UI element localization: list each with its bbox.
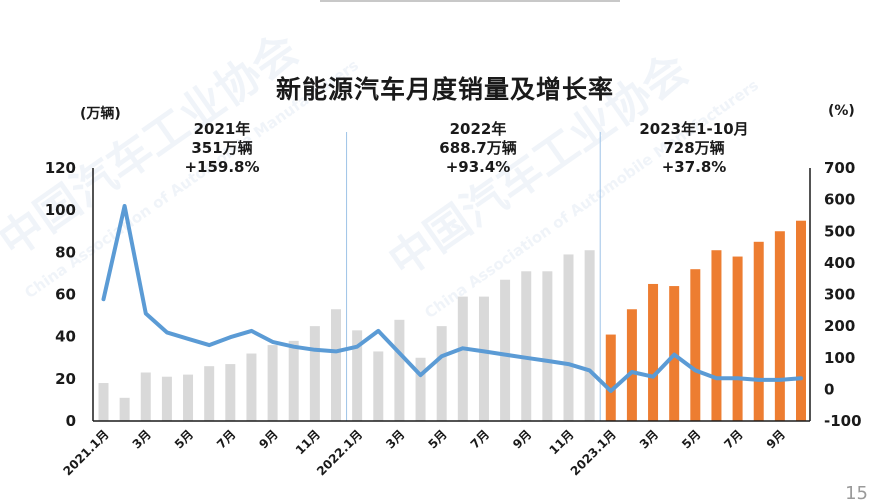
left-tick-label: 0 <box>66 412 76 430</box>
left-tick-label: 60 <box>55 286 76 304</box>
sales-bar <box>246 353 257 421</box>
sales-bar <box>183 374 194 421</box>
axes <box>92 168 811 422</box>
summary-year: 2023年1-10月 <box>639 120 749 138</box>
x-tick-label: 7月 <box>214 427 238 451</box>
sales-bar <box>140 372 151 421</box>
sales-bar <box>415 357 426 421</box>
sales-bar <box>373 351 384 421</box>
right-tick-label: 400 <box>824 254 855 272</box>
right-axis-unit: (%) <box>828 103 855 119</box>
x-tick-label: 3月 <box>383 427 407 451</box>
summary-volume: 688.7万辆 <box>439 139 517 157</box>
summary-2022: 2022年 688.7万辆 +93.4% <box>388 120 568 177</box>
sales-bar <box>732 256 743 421</box>
summary-volume: 351万辆 <box>191 139 253 157</box>
sales-bar <box>98 383 109 421</box>
sales-bar <box>753 241 764 421</box>
sales-bar <box>690 269 701 421</box>
x-tick-label: 5月 <box>172 427 196 451</box>
x-tick-label: 2021.1月 <box>60 427 111 478</box>
summary-growth: +159.8% <box>184 158 260 176</box>
left-axis-unit: (万辆) <box>80 106 121 122</box>
x-tick-label: 2023.1月 <box>568 427 619 478</box>
summary-2021: 2021年 351万辆 +159.8% <box>132 120 312 177</box>
summary-volume: 728万辆 <box>663 139 725 157</box>
x-tick-label: 7月 <box>721 427 745 451</box>
sales-bar <box>563 254 574 421</box>
x-tick-label: 7月 <box>468 427 492 451</box>
x-tick-label: 5月 <box>426 427 450 451</box>
x-tick-label: 3月 <box>130 427 154 451</box>
sales-bar <box>605 334 616 421</box>
right-axis-ticks: -100 0 100 200 300 400 500 600 700 <box>824 159 862 430</box>
sales-bar <box>521 271 532 421</box>
sales-bar <box>648 283 659 421</box>
summary-growth: +37.8% <box>661 158 727 176</box>
summary-year: 2022年 <box>449 120 507 138</box>
left-tick-label: 120 <box>45 159 76 177</box>
sales-bar <box>711 250 722 421</box>
growth-line <box>101 204 803 393</box>
sales-bar <box>478 296 489 421</box>
sales-bar <box>331 309 341 421</box>
sales-bar <box>204 366 215 421</box>
top-cropped-strip <box>320 0 620 2</box>
left-tick-label: 80 <box>55 243 76 261</box>
x-tick-label: 9月 <box>256 427 280 451</box>
x-tick-label: 9月 <box>764 427 788 451</box>
sales-bar <box>394 319 405 421</box>
sales-bar <box>457 296 468 421</box>
x-tick-label: 9月 <box>510 427 534 451</box>
summary-2023: 2023年1-10月 728万辆 +37.8% <box>604 120 784 177</box>
right-tick-label: 600 <box>824 191 855 209</box>
sales-bar <box>626 309 637 421</box>
summary-year: 2021年 <box>193 120 251 138</box>
x-tick-label: 2022.1月 <box>314 427 365 478</box>
sales-bar <box>225 364 236 421</box>
sales-bar <box>436 326 447 421</box>
x-tick-label: 11月 <box>546 427 576 457</box>
right-tick-label: 200 <box>824 317 855 335</box>
sales-bar <box>119 397 130 421</box>
sales-bar <box>584 250 595 421</box>
left-tick-label: 100 <box>45 201 76 219</box>
sales-bar <box>500 279 511 421</box>
x-tick-label: 3月 <box>637 427 661 451</box>
x-tick-label: 5月 <box>679 427 703 451</box>
right-tick-label: 700 <box>824 159 855 177</box>
sales-bar <box>352 330 363 421</box>
sales-bars <box>98 220 806 421</box>
right-tick-label: 300 <box>824 286 855 304</box>
sales-bar <box>774 231 785 421</box>
summary-growth: +93.4% <box>445 158 511 176</box>
left-tick-label: 40 <box>55 328 76 346</box>
sales-bar <box>161 376 172 421</box>
page-number: 15 <box>845 483 868 504</box>
year-dividers <box>346 132 601 421</box>
sales-bar <box>288 340 299 421</box>
chart-title: 新能源汽车月度销量及增长率 <box>275 75 614 104</box>
sales-bar <box>796 220 806 421</box>
sales-bar <box>309 326 320 421</box>
growth-polyline <box>101 204 803 393</box>
x-tick-label: 11月 <box>293 427 323 457</box>
left-axis-ticks: 0 20 40 60 80 100 120 <box>45 159 76 430</box>
right-tick-label: 0 <box>824 380 834 398</box>
sales-bar <box>267 345 278 421</box>
right-tick-label: -100 <box>824 412 862 430</box>
sales-bar <box>542 271 553 421</box>
left-tick-label: 20 <box>55 370 76 388</box>
right-tick-label: 100 <box>824 349 855 367</box>
right-tick-label: 500 <box>824 222 855 240</box>
